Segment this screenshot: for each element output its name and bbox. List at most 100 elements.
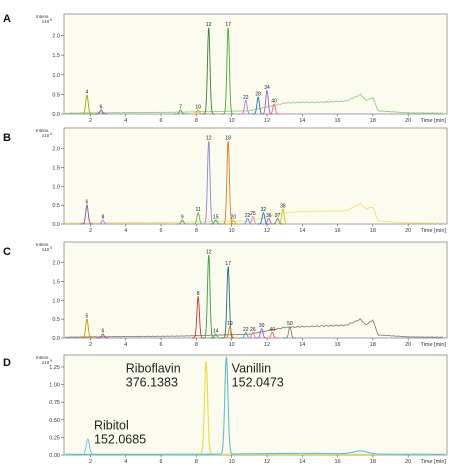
x-tick-label-c: 6: [160, 342, 163, 348]
annotation-mz: 152.0685: [94, 433, 146, 447]
peak-label-a: 10: [195, 105, 201, 111]
y-tick-label-b: 1.5: [52, 166, 60, 172]
x-axis-label-c: Time [min]: [421, 342, 447, 348]
peak-trace-c-6: [96, 333, 110, 339]
y-tick-label-c: 2.0: [52, 261, 60, 267]
peak-trace-c-5: [80, 318, 94, 339]
peak-label-a: 22: [243, 95, 249, 101]
y-tick-label-a: 2.0: [52, 34, 60, 40]
x-tick-label-c: 20: [405, 342, 411, 348]
y-axis-label-d: Intens.: [36, 355, 50, 360]
peak-label-b: 25: [250, 211, 256, 217]
peak-trace-c-8: [191, 295, 205, 339]
y-tick-label-c: 0.0: [52, 336, 60, 342]
series-trace-d-2: [65, 356, 446, 455]
x-tick-label-a: 20: [405, 118, 411, 124]
peak-label-c: 30: [259, 323, 265, 329]
y-tick-label-d: 0.25: [49, 435, 60, 441]
y-axis-exponent-sup-c: 5: [50, 246, 52, 250]
x-tick-label-d: 6: [160, 459, 163, 465]
peak-label-b: 18: [225, 136, 231, 142]
peak-label-c: 40: [269, 327, 275, 333]
peak-trace-c-50: [283, 326, 297, 339]
y-axis-exponent-sup-a: 5: [50, 18, 52, 22]
panel-d: D Intens.x10 5 0.00 0.25 0.50 0.75 1.00 1.25 2 4 6 8…: [3, 354, 448, 465]
peak-trace-b-37: [271, 217, 284, 225]
x-tick-label-c: 10: [229, 342, 235, 348]
peak-trace-b-20: [227, 219, 240, 225]
peak-label-a: 34: [264, 85, 270, 91]
peak-label-c: 17: [225, 261, 231, 267]
x-tick-label-c: 12: [264, 342, 270, 348]
x-tick-label-a: 18: [370, 118, 376, 124]
peak-trace-b-25: [246, 215, 260, 225]
x-tick-label-a: 2: [89, 118, 92, 124]
x-tick-label-a: 12: [264, 118, 270, 124]
x-axis-label-b: Time [min]: [421, 228, 447, 234]
x-tick-label-b: 12: [264, 228, 270, 234]
y-tick-label-d: 0.75: [49, 400, 60, 406]
x-tick-label-d: 2: [89, 459, 92, 465]
peak-label-b: 22: [245, 213, 251, 219]
x-tick-label-c: 18: [370, 342, 376, 348]
y-tick-label-d: 0.00: [49, 453, 60, 459]
peak-label-b: 36: [266, 213, 272, 219]
peak-label-b: 11: [196, 207, 201, 213]
annotation-mz: 376.1383: [126, 376, 178, 390]
peak-label-b: 32: [261, 207, 267, 213]
panel-label-b: B: [3, 132, 11, 144]
plot-area-a: [63, 13, 448, 115]
x-tick-label-a: 16: [335, 118, 341, 124]
peak-trace-c-40: [266, 331, 279, 339]
peak-trace-b-6: [80, 204, 94, 225]
annotation-name: Riboflavin: [126, 362, 181, 376]
peak-label-a: 12: [206, 22, 212, 28]
x-tick-label-d: 20: [405, 459, 411, 465]
peak-label-b: 20: [231, 215, 237, 221]
x-tick-label-b: 20: [405, 228, 411, 234]
peak-trace-a-4: [80, 94, 94, 115]
peak-label-b: 37: [275, 213, 281, 219]
x-tick-label-a: 8: [195, 118, 198, 124]
y-axis-label-a: Intens.: [36, 14, 50, 19]
peak-trace-b-15: [209, 219, 222, 225]
peak-trace-b-11: [191, 212, 205, 225]
y-axis-exponent-d: x10: [42, 360, 50, 365]
x-tick-label-a: 6: [160, 118, 163, 124]
x-tick-label-c: 14: [299, 342, 305, 348]
peak-label-a: 6: [100, 105, 103, 111]
x-tick-label-b: 6: [160, 228, 163, 234]
x-tick-label-d: 14: [299, 459, 305, 465]
peak-trace-c-19: [223, 326, 237, 339]
peak-trace-a-17: [221, 27, 235, 115]
x-axis-label-d: Time [min]: [421, 459, 447, 465]
y-tick-label-a: 0.0: [52, 112, 60, 118]
peak-trace-a-6: [94, 109, 108, 115]
y-axis-exponent-b: x10: [42, 133, 50, 138]
peak-trace-c-14: [209, 333, 222, 339]
y-tick-label-b: 1.0: [52, 184, 60, 190]
annotation-name: Vanillin: [232, 362, 271, 376]
peak-trace-b-22: [241, 217, 254, 225]
y-tick-label-b: 0.5: [52, 203, 60, 209]
peak-label-c: 12: [206, 250, 212, 256]
panel-b: B Intens.x10 5 0.0 0.5 1.0 1.5 2.0 2 4 6 8 10 12 14 16 1…: [3, 127, 448, 234]
x-tick-label-b: 2: [89, 228, 92, 234]
peak-label-b: 15: [213, 215, 219, 221]
peak-trace-a-22: [239, 99, 252, 115]
y-tick-label-c: 1.0: [52, 298, 60, 304]
y-tick-label-b: 0.0: [52, 222, 60, 228]
plot-area-c: [63, 241, 448, 339]
y-tick-label-a: 0.5: [52, 92, 60, 98]
y-axis-label-b: Intens.: [36, 128, 50, 133]
y-tick-label-c: 1.5: [52, 280, 60, 286]
x-tick-label-b: 14: [299, 228, 305, 234]
annotation-name: Ribitol: [94, 419, 129, 433]
panel-label-a: A: [3, 13, 11, 25]
plot-area-b: [63, 127, 448, 225]
peak-label-c: 50: [287, 321, 293, 327]
peak-trace-a-7: [174, 109, 187, 115]
peak-label-b: 9: [181, 215, 184, 221]
